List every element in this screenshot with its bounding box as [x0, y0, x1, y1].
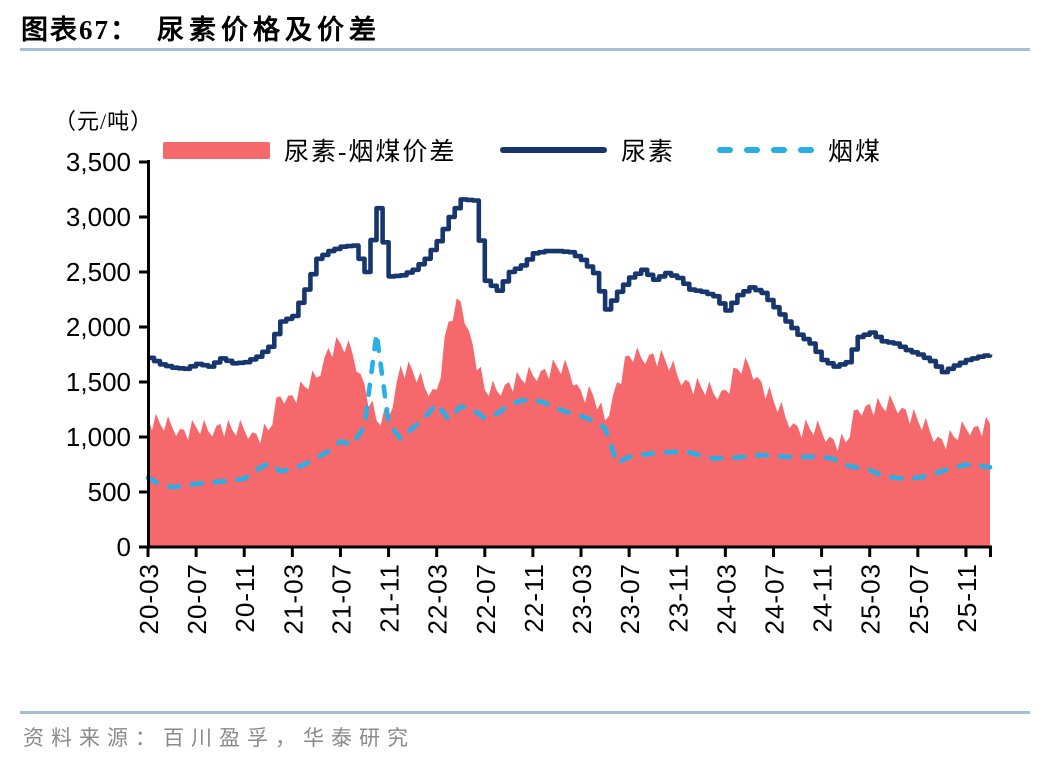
x-axis-tick-label: 23-07: [615, 563, 645, 635]
y-axis-unit-label: （元/吨）: [54, 109, 154, 134]
title-divider-line: [20, 48, 1030, 51]
x-axis-tick-label: 25-11: [952, 563, 982, 633]
x-axis-tick-label: 21-11: [375, 563, 405, 633]
y-axis-tick-label: 1,000: [66, 422, 131, 452]
x-axis-tick-label: 25-03: [856, 563, 886, 635]
y-axis-tick-label: 2,000: [66, 312, 131, 342]
x-axis-tick-label: 24-07: [759, 563, 789, 635]
footer-divider-line: [20, 711, 1030, 714]
legend-item-coal: 烟煤: [717, 135, 883, 166]
coal-dashed-swatch-icon: [717, 147, 814, 153]
x-axis-tick-label: 22-07: [471, 563, 501, 635]
urea-line-swatch-icon: [500, 147, 607, 153]
x-axis-tick-label: 21-03: [278, 563, 308, 635]
legend-coal-label: 烟煤: [828, 139, 883, 166]
source-attribution: 资料来源：百川盈孚，华泰研究: [23, 726, 415, 750]
y-axis-tick-label: 1,500: [66, 367, 131, 397]
x-axis-tick-label: 25-07: [904, 563, 934, 635]
y-axis-tick-label: 3,500: [66, 147, 131, 177]
y-axis-tick-label: 0: [117, 532, 131, 562]
y-axis-tick-label: 500: [88, 477, 131, 507]
urea-price-line: [148, 197, 993, 375]
spread-area-series: [148, 298, 990, 547]
chart-title-text: 尿素价格及价差: [157, 15, 381, 45]
x-axis-tick-label: 23-11: [663, 563, 693, 633]
x-axis-tick-label: 20-11: [230, 563, 260, 633]
chart-title: 图表67： 尿素价格及价差: [21, 8, 381, 47]
x-axis-tick-label: 23-03: [567, 563, 597, 635]
x-axis-tick-label: 20-07: [182, 563, 212, 635]
chart-legend: 尿素-烟煤价差 尿素 烟煤: [0, 135, 1048, 166]
y-axis-tick-label: 3,000: [66, 202, 131, 232]
legend-item-spread: 尿素-烟煤价差: [163, 135, 457, 166]
legend-item-urea: 尿素: [500, 135, 676, 166]
x-axis-tick-label: 21-07: [326, 563, 356, 635]
y-axis-tick-label: 2,500: [66, 257, 131, 287]
spread-area-swatch-icon: [163, 141, 270, 159]
x-axis-tick-label: 20-03: [134, 563, 164, 635]
coal-price-line: [145, 331, 993, 490]
x-axis-tick-label: 24-11: [808, 563, 838, 633]
legend-urea-label: 尿素: [621, 139, 676, 166]
x-axis-tick-label: 22-11: [519, 563, 549, 633]
x-axis-tick-label: 24-03: [711, 563, 741, 635]
chart-title-number: 图表67：: [21, 15, 139, 45]
x-axis-tick-label: 22-03: [423, 563, 453, 635]
legend-spread-label: 尿素-烟煤价差: [284, 139, 457, 166]
